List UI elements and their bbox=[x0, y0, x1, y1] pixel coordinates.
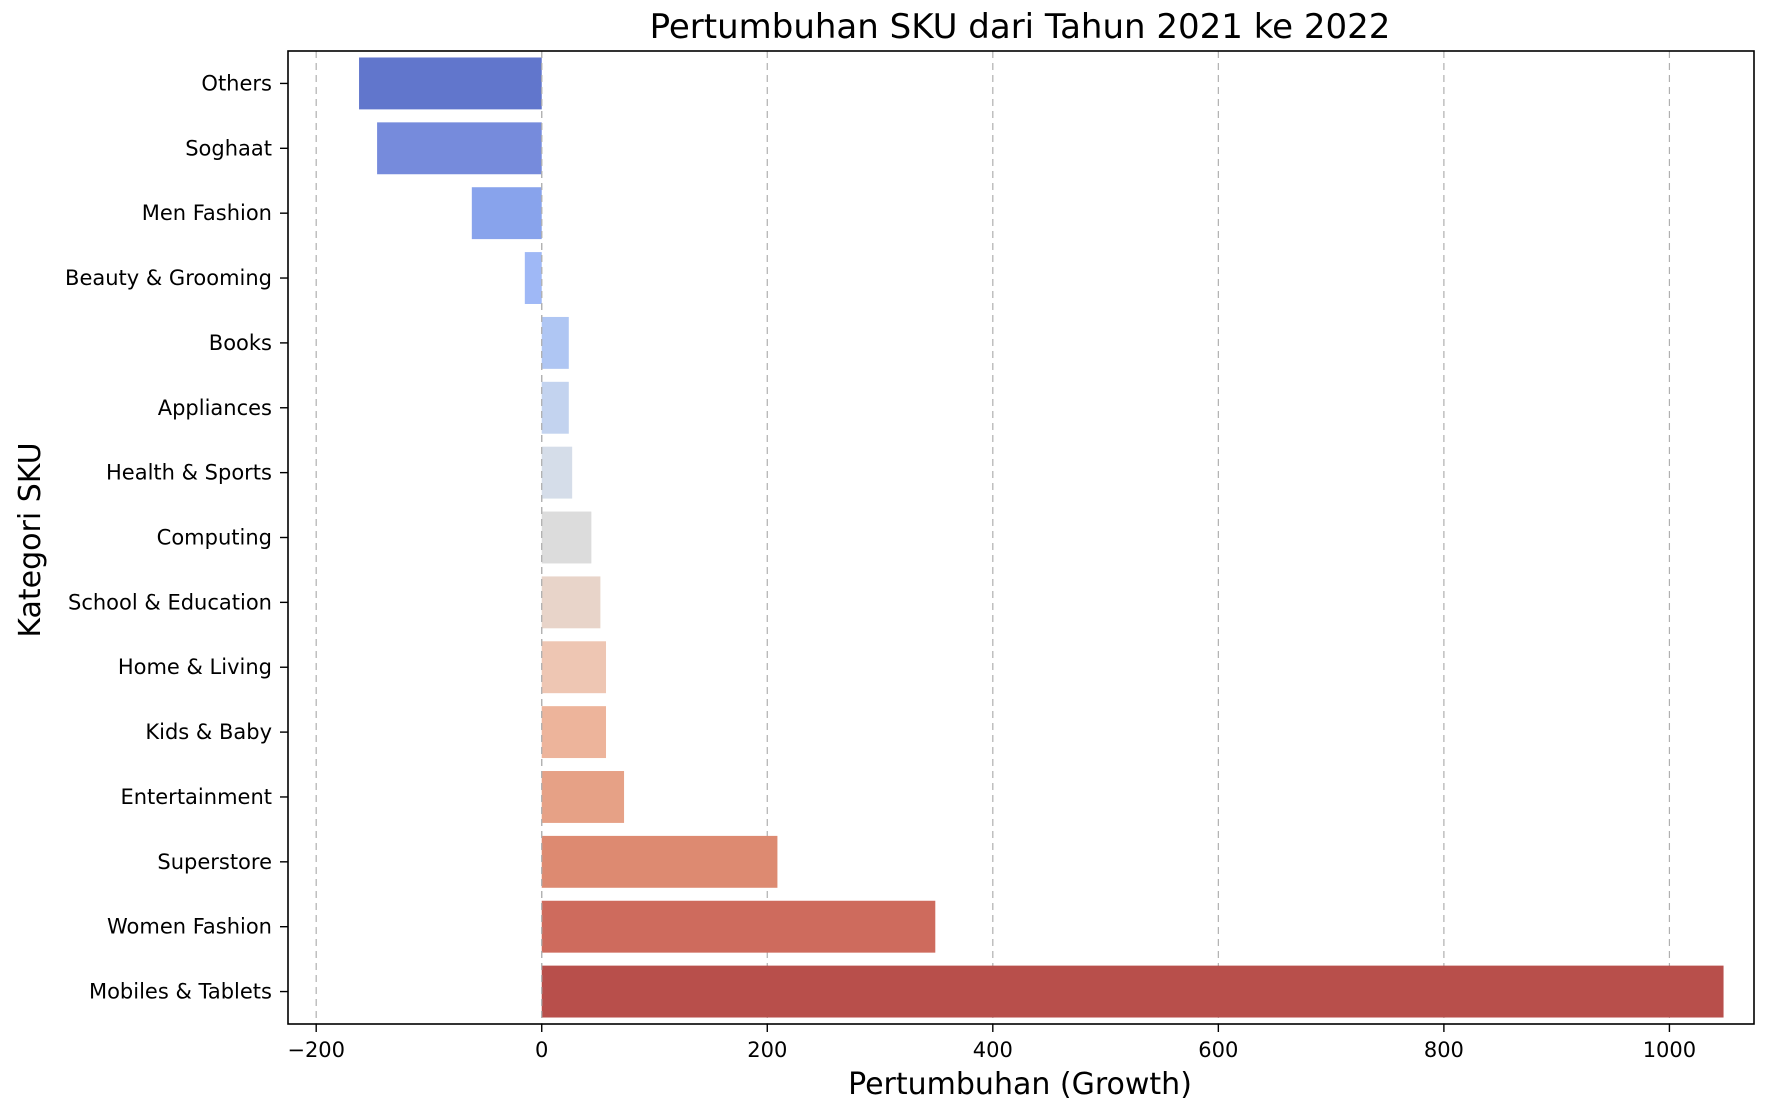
y-tick-label: Computing bbox=[157, 526, 272, 550]
bar bbox=[541, 576, 601, 629]
x-tick-label: 0 bbox=[535, 1038, 548, 1062]
bars bbox=[359, 57, 1724, 1018]
x-tick-label: 200 bbox=[747, 1038, 787, 1062]
y-tick-label: Superstore bbox=[157, 850, 272, 874]
y-tick-label: Books bbox=[209, 331, 272, 355]
bar bbox=[471, 187, 542, 240]
y-tick-label: Appliances bbox=[158, 396, 272, 420]
y-tick-label: Entertainment bbox=[120, 785, 272, 809]
bar bbox=[541, 316, 569, 369]
y-axis-ticks: Others Soghaat Men Fashion Beauty & Groomin… bbox=[65, 71, 288, 1004]
y-tick-label: School & Education bbox=[68, 590, 272, 614]
bar bbox=[541, 835, 778, 888]
y-tick-label: Women Fashion bbox=[107, 915, 272, 939]
bar bbox=[541, 706, 607, 759]
y-tick-label: Mobiles & Tablets bbox=[89, 980, 272, 1004]
y-tick-label: Health & Sports bbox=[106, 461, 272, 485]
bar bbox=[524, 252, 542, 304]
bar bbox=[541, 381, 569, 434]
bar bbox=[541, 965, 1724, 1018]
bar bbox=[541, 771, 625, 823]
bar bbox=[541, 446, 573, 499]
x-tick-label: 1000 bbox=[1643, 1038, 1696, 1062]
x-axis-ticks: −200 0 200 400 600 800 1000 bbox=[287, 1024, 1696, 1062]
x-tick-label: −200 bbox=[287, 1038, 345, 1062]
x-tick-label: 400 bbox=[973, 1038, 1013, 1062]
chart-title: Pertumbuhan SKU dari Tahun 2021 ke 2022 bbox=[650, 7, 1391, 47]
x-axis-label: Pertumbuhan (Growth) bbox=[848, 1067, 1192, 1102]
y-tick-label: Men Fashion bbox=[142, 201, 272, 225]
y-axis-label: Kategori SKU bbox=[13, 442, 48, 637]
bar bbox=[541, 900, 936, 953]
bar bbox=[541, 641, 607, 694]
y-tick-label: Others bbox=[201, 71, 272, 95]
y-tick-label: Beauty & Grooming bbox=[65, 266, 272, 290]
y-tick-label: Kids & Baby bbox=[145, 720, 272, 744]
y-tick-label: Home & Living bbox=[118, 655, 272, 679]
bar bbox=[541, 511, 592, 564]
y-tick-label: Soghaat bbox=[185, 136, 272, 160]
x-tick-label: 800 bbox=[1424, 1038, 1464, 1062]
bar bbox=[359, 57, 542, 110]
bar bbox=[377, 122, 542, 175]
x-tick-label: 600 bbox=[1198, 1038, 1238, 1062]
